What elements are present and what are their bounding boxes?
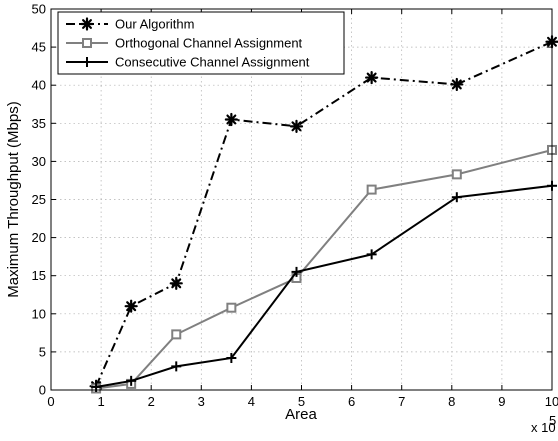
y-tick-label: 45 <box>32 40 46 55</box>
y-tick-label: 40 <box>32 78 46 93</box>
y-tick-label: 10 <box>32 306 46 321</box>
x-tick-label: 4 <box>248 394 255 409</box>
legend: Our Algorithm Orthogonal Channel Assignme… <box>57 11 345 75</box>
y-tick-label: 5 <box>39 344 46 359</box>
data-point <box>224 112 238 127</box>
x-multiplier-label: x 10 5 <box>531 413 556 435</box>
x-multiplier-base: x 10 <box>531 420 556 435</box>
legend-item: Orthogonal Channel Assignment <box>66 36 303 51</box>
x-tick-label: 9 <box>498 394 505 409</box>
data-point <box>226 352 237 363</box>
data-point <box>291 266 302 277</box>
legend-item: Consecutive Channel Assignment <box>66 55 310 70</box>
y-tick-label: 15 <box>32 268 46 283</box>
legend-label: Consecutive Channel Assignment <box>115 55 310 70</box>
x-tick-label: 5 <box>298 394 305 409</box>
data-point <box>451 192 462 203</box>
x-tick-label: 7 <box>398 394 405 409</box>
data-point <box>82 38 92 48</box>
series-group <box>89 35 558 394</box>
data-point <box>289 119 304 133</box>
data-point <box>171 361 182 372</box>
legend-label: Orthogonal Channel Assignment <box>115 36 303 51</box>
data-point <box>450 77 464 92</box>
data-point <box>171 329 182 340</box>
x-axis-title: Area <box>285 406 317 423</box>
legend-item: Our Algorithm <box>66 17 194 32</box>
legend-label: Our Algorithm <box>115 17 194 32</box>
data-point <box>126 375 137 386</box>
y-tick-label: 20 <box>32 230 46 245</box>
data-point <box>226 302 237 313</box>
y-tick-label: 50 <box>32 2 46 17</box>
y-tick-label: 25 <box>32 192 46 207</box>
series-line <box>95 149 553 390</box>
x-tick-label: 10 <box>545 394 558 409</box>
x-tick-label: 8 <box>448 394 455 409</box>
data-point <box>366 184 377 195</box>
data-point <box>366 249 377 260</box>
x-tick-label: 1 <box>97 394 104 409</box>
series-line <box>95 184 553 388</box>
y-axis-title: Maximum Throughput (Mbps) <box>5 101 22 297</box>
y-tick-label: 35 <box>32 116 46 131</box>
x-tick-label: 6 <box>348 394 355 409</box>
data-point <box>124 299 138 313</box>
data-point <box>169 276 183 290</box>
x-tick-label: 2 <box>148 394 155 409</box>
series-line <box>95 40 553 387</box>
data-point <box>80 17 94 31</box>
y-tick-label: 30 <box>32 154 46 169</box>
data-point <box>82 57 92 67</box>
x-tick-label: 3 <box>198 394 205 409</box>
x-multiplier-exponent: 5 <box>549 413 556 428</box>
data-point <box>365 70 379 85</box>
data-point <box>451 169 462 180</box>
x-tick-label: 0 <box>47 394 54 409</box>
y-tick-label: 0 <box>39 383 46 398</box>
